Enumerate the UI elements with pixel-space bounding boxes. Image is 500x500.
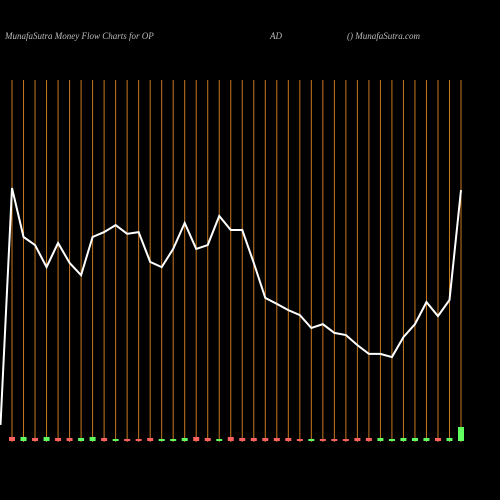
volume-bar (446, 438, 453, 441)
volume-bar (296, 439, 303, 441)
volume-bar (262, 438, 269, 441)
volume-bar (354, 438, 361, 441)
volume-bar (377, 438, 384, 441)
volume-bar (319, 439, 326, 441)
volume-bar (365, 438, 372, 441)
volume-bar (158, 439, 165, 441)
volume-bar (434, 438, 441, 441)
volume-bar (43, 437, 50, 441)
volume-bar (342, 439, 349, 441)
volume-bar (135, 439, 142, 441)
volume-bar (458, 427, 464, 441)
volume-bar (250, 438, 257, 441)
volume-bar (423, 438, 430, 441)
volume-bar (147, 438, 154, 441)
volume-bar (78, 438, 85, 441)
volume-bar (285, 438, 292, 441)
volume-bar (308, 439, 315, 441)
volume-bar (20, 437, 27, 441)
volume-bar (89, 437, 96, 441)
volume-bar (400, 438, 407, 441)
volume-bar (170, 439, 177, 441)
volume-bar (239, 438, 246, 441)
chart-title-symbol: AD (269, 31, 282, 41)
volume-bar (101, 438, 108, 441)
volume-bar (331, 439, 338, 441)
chart-title-site: () MunafaSutra.com (347, 31, 420, 41)
money-flow-line (0, 187, 462, 425)
chart-title: MunafaSutra Money Flow Charts for OP (4, 31, 154, 41)
volume-bar (411, 438, 418, 441)
volume-bar (388, 439, 395, 441)
volume-bar (66, 438, 73, 441)
volume-bar (181, 438, 188, 441)
volume-bar (216, 439, 223, 441)
volume-bar (32, 438, 39, 441)
volume-bar (204, 438, 211, 441)
volume-bar (124, 439, 131, 441)
volume-bar (9, 437, 16, 441)
volume-bar (193, 437, 200, 441)
volume-bar (112, 439, 119, 441)
volume-bar (227, 437, 234, 441)
volume-bar (273, 438, 280, 441)
volume-bar (55, 438, 62, 441)
